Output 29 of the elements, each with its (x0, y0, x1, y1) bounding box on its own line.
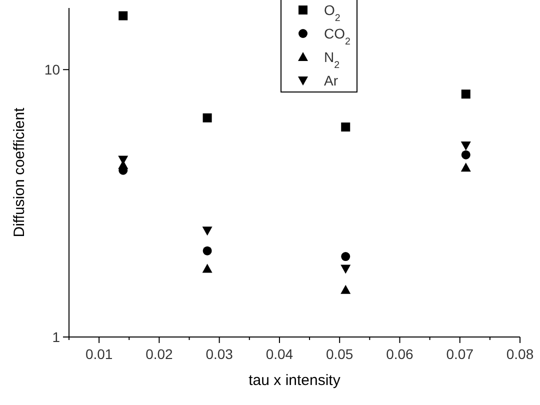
point (461, 90, 470, 99)
x-tick-label: 0.08 (506, 346, 534, 362)
x-tick-label: 0.03 (206, 346, 234, 362)
point (118, 11, 128, 20)
point (460, 162, 471, 172)
y-tick-label: 10 (44, 62, 60, 78)
point (461, 150, 470, 160)
point (341, 252, 350, 262)
x-tick-label: 0.01 (85, 346, 113, 362)
legend-label: O$_{2}$ (324, 2, 340, 24)
legend-label: N$_{2}$ (324, 49, 340, 70)
x-tick-label: 0.06 (386, 346, 414, 362)
point (202, 246, 212, 256)
point (202, 226, 212, 236)
x-axis-title: tau x intensity (248, 372, 341, 389)
x-tick-label: 0.07 (446, 346, 474, 362)
y-tick-label: 1 (52, 329, 60, 345)
x-tick-label: 0.02 (146, 346, 174, 362)
point (202, 113, 212, 122)
point (460, 142, 471, 151)
legend-label: CO$_{2}$ (324, 26, 350, 47)
x-tick-label: 0.05 (326, 346, 354, 362)
point (202, 264, 212, 273)
point (340, 284, 351, 294)
y-axis-title: Diffusion coefficient (11, 106, 28, 238)
point (341, 122, 350, 132)
x-tick-label: 0.04 (266, 346, 294, 362)
point (340, 264, 351, 274)
legend-label: Ar (324, 72, 338, 88)
